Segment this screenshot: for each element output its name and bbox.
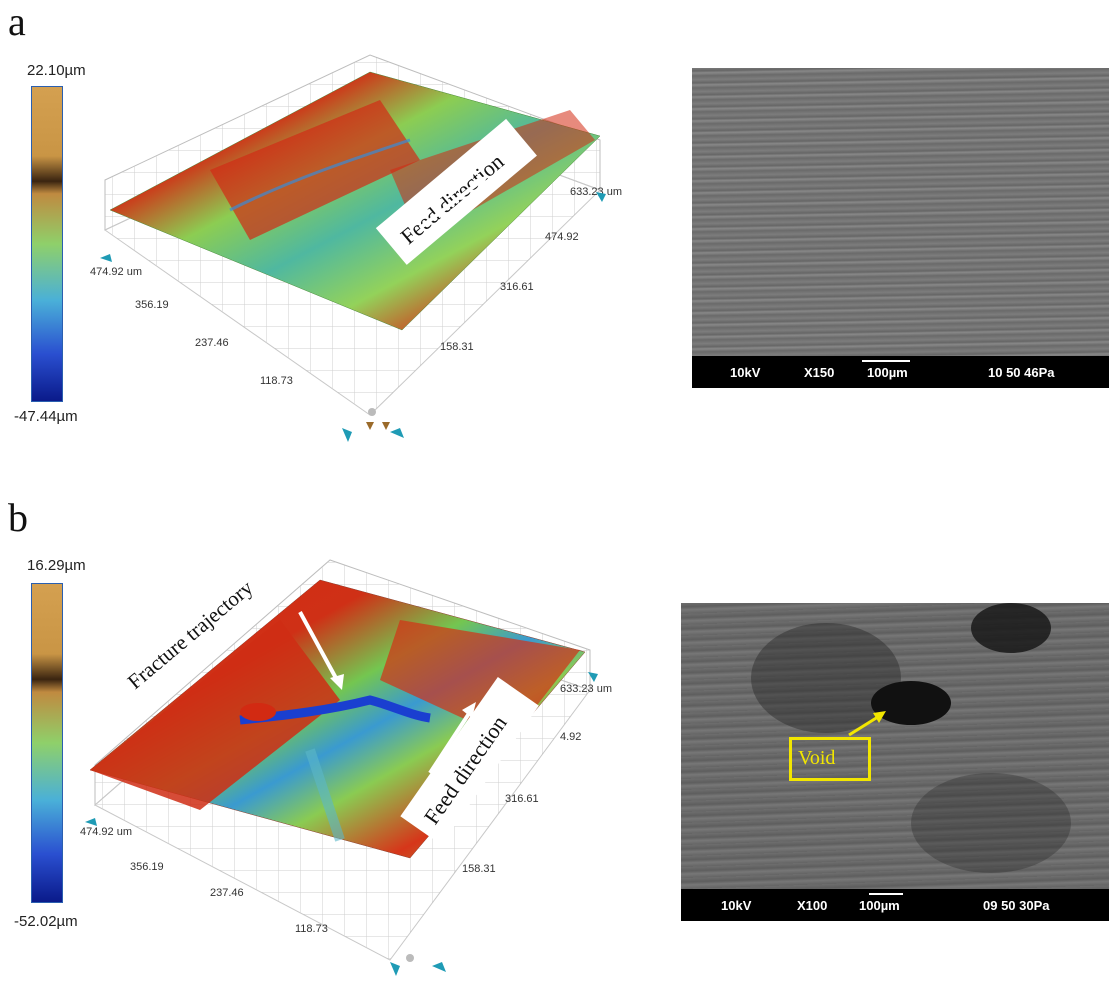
left-tick-3: 118.73 bbox=[260, 375, 293, 387]
fracture-arrow bbox=[298, 611, 339, 681]
sem-voltage: 10kV bbox=[721, 898, 752, 913]
panel-letter-b: b bbox=[8, 495, 28, 540]
right-tick-1: 474.92 bbox=[545, 231, 579, 243]
left-tick-1: 356.19 bbox=[135, 299, 169, 311]
sem-code: 09 50 30Pa bbox=[983, 898, 1050, 913]
sem-magnification: X100 bbox=[797, 898, 828, 913]
left-tick-2: 237.46 bbox=[195, 337, 229, 349]
sem-scale-bar bbox=[869, 893, 903, 895]
left-axis-end-label: 474.92 um bbox=[90, 266, 142, 278]
sem-magnification: X150 bbox=[804, 365, 835, 380]
panel-letter-a: a bbox=[8, 0, 26, 44]
void-hole bbox=[871, 681, 951, 725]
colorbar-max-label: 16.29µm bbox=[27, 557, 86, 574]
left-tick-3: 118.73 bbox=[295, 923, 328, 935]
sem-scale: 100µm bbox=[867, 365, 908, 380]
surface-3d-plot: 474.92 um 356.19 237.46 118.73 633.23 um… bbox=[90, 54, 622, 442]
left-tick-2: 237.46 bbox=[210, 887, 244, 899]
fracture-trench bbox=[239, 695, 431, 725]
colorbar-max-label: 22.10µm bbox=[27, 62, 86, 79]
right-tick-1: 4.92 bbox=[560, 731, 581, 743]
colorbar-min-label: -47.44µm bbox=[14, 408, 78, 425]
feed-arrow bbox=[428, 710, 472, 775]
dark-region-2 bbox=[971, 603, 1051, 653]
feed-arrow bbox=[418, 178, 484, 230]
left-tick-1: 356.19 bbox=[130, 861, 164, 873]
right-axis-end-label: 633.23 um bbox=[570, 186, 622, 198]
surface-mesh bbox=[109, 71, 601, 331]
rotate-handle-icon[interactable] bbox=[390, 962, 400, 976]
right-axis-end-label: 633.23 um bbox=[560, 683, 612, 695]
rotate-handle-icon-2[interactable] bbox=[432, 962, 446, 972]
colorbar-min-label: -52.02µm bbox=[14, 913, 78, 930]
right-tick-3: 158.31 bbox=[440, 341, 474, 353]
sem-scale-bar bbox=[862, 360, 910, 362]
height-colorbar bbox=[31, 583, 63, 903]
sem-image-a: 10kV X150 100µm 10 50 46Pa bbox=[692, 68, 1109, 388]
sem-voltage: 10kV bbox=[730, 365, 761, 380]
right-tick-2: 316.61 bbox=[500, 281, 534, 293]
rotate-handle-icon[interactable] bbox=[342, 428, 352, 442]
surface-3d-plot: Fracture trajectory 474.92 um 356.19 237… bbox=[80, 559, 612, 976]
sem-scale: 100µm bbox=[859, 898, 900, 913]
sem-info-bar: 10kV X150 100µm 10 50 46Pa bbox=[692, 356, 1109, 388]
sem-image-b: Void 10kV X100 100µm 09 50 30Pa bbox=[681, 603, 1109, 921]
rotate-handle-icon-2[interactable] bbox=[390, 428, 404, 438]
height-colorbar bbox=[31, 86, 63, 402]
void-callout: Void bbox=[789, 737, 871, 781]
right-tick-2: 316.61 bbox=[505, 793, 539, 805]
sem-code: 10 50 46Pa bbox=[988, 365, 1055, 380]
void-arrow bbox=[848, 713, 882, 737]
sem-info-bar: 10kV X100 100µm 09 50 30Pa bbox=[681, 889, 1109, 921]
dark-region-3 bbox=[911, 773, 1071, 873]
left-axis-end-label: 474.92 um bbox=[80, 826, 132, 838]
right-tick-3: 158.31 bbox=[462, 863, 496, 875]
